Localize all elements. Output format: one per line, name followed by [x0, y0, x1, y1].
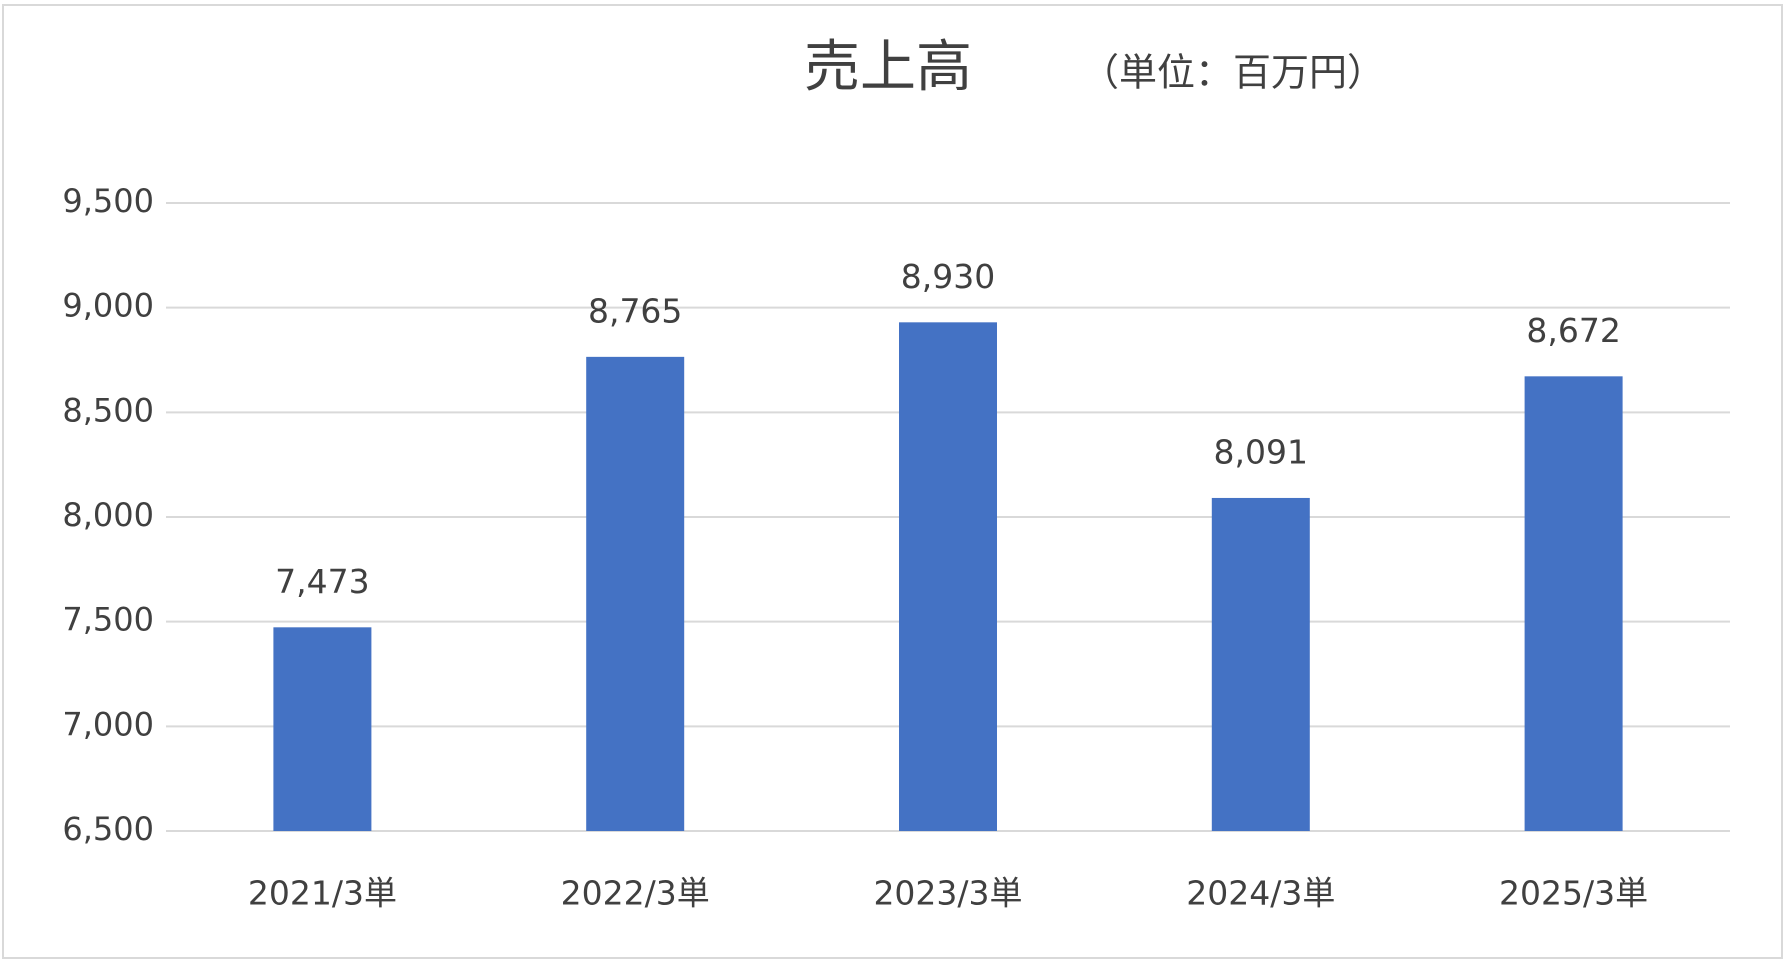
- y-tick-label: 8,000: [62, 496, 154, 534]
- y-tick-label: 7,500: [62, 601, 154, 639]
- data-label: 8,930: [901, 257, 995, 296]
- chart-frame: [2, 4, 1783, 959]
- bar: [1211, 497, 1310, 831]
- y-tick-label: 7,000: [62, 705, 154, 743]
- x-tick-label: 2024/3単: [1186, 874, 1335, 913]
- data-label: 8,672: [1526, 311, 1620, 350]
- data-label: 8,091: [1214, 432, 1308, 471]
- y-tick-label: 6,500: [62, 810, 154, 848]
- chart-subtitle: （単位：百万円）: [1081, 51, 1385, 95]
- x-tick-label: 2021/3単: [248, 874, 397, 913]
- data-label: 8,765: [588, 291, 682, 330]
- y-tick-label: 9,000: [62, 287, 154, 325]
- bar: [1524, 376, 1623, 831]
- x-tick-label: 2023/3単: [873, 874, 1022, 913]
- data-label: 7,473: [275, 562, 369, 601]
- y-tick-label: 8,500: [62, 391, 154, 429]
- bar: [586, 356, 685, 831]
- chart-title: 売上高: [804, 35, 972, 100]
- y-tick-label: 9,500: [62, 182, 154, 220]
- bar: [899, 322, 997, 831]
- bar: [273, 627, 372, 831]
- x-tick-label: 2025/3単: [1499, 874, 1648, 913]
- x-tick-label: 2022/3単: [561, 874, 710, 913]
